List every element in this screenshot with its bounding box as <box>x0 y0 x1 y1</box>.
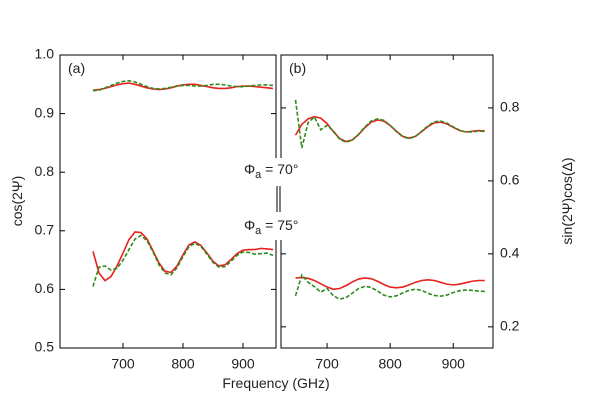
y-tick-label: 0.5 <box>35 339 55 355</box>
panel-label: (a) <box>68 60 85 76</box>
annotation-text: = 70° <box>261 161 298 177</box>
x-tick-label: 900 <box>442 356 466 372</box>
x-tick-label: 800 <box>171 356 195 372</box>
series-line <box>294 99 485 149</box>
x-tick-label: 700 <box>111 356 135 372</box>
y-tick-label: 0.7 <box>35 222 55 238</box>
y2-axis-label: sin(2Ψ)cos(Δ) <box>559 157 575 244</box>
annotation-subscript: a <box>255 169 262 181</box>
y2-tick-label: 0.4 <box>500 245 520 261</box>
y-tick-label: 0.9 <box>35 104 55 120</box>
x-axis-label: Frequency (GHz) <box>222 375 329 391</box>
y2-tick-label: 0.2 <box>500 318 520 334</box>
annotation-symbol: Φ <box>244 217 255 233</box>
y2-tick-label: 0.6 <box>500 172 520 188</box>
y-tick-label: 1.0 <box>35 46 55 62</box>
series-line <box>92 234 274 287</box>
annotation-subscript: a <box>255 225 262 237</box>
series-line <box>295 276 485 291</box>
series-line <box>92 231 274 282</box>
annotation-backdrop <box>238 158 326 240</box>
annotation: Φa = 75° <box>244 217 298 237</box>
series-line <box>294 273 485 300</box>
panel-label: (b) <box>289 60 306 76</box>
annotation-text: = 75° <box>261 217 298 233</box>
y-tick-label: 0.8 <box>35 163 55 179</box>
series-line <box>92 79 274 92</box>
annotation: Φa = 70° <box>244 161 298 181</box>
x-tick-label: 800 <box>378 356 402 372</box>
annotation-symbol: Φ <box>244 161 255 177</box>
x-tick-label: 700 <box>315 356 339 372</box>
x-tick-label: 900 <box>231 356 255 372</box>
y-tick-label: 0.6 <box>35 280 55 296</box>
y-axis-label: cos(2Ψ) <box>9 176 25 227</box>
y2-tick-label: 0.8 <box>500 99 520 115</box>
